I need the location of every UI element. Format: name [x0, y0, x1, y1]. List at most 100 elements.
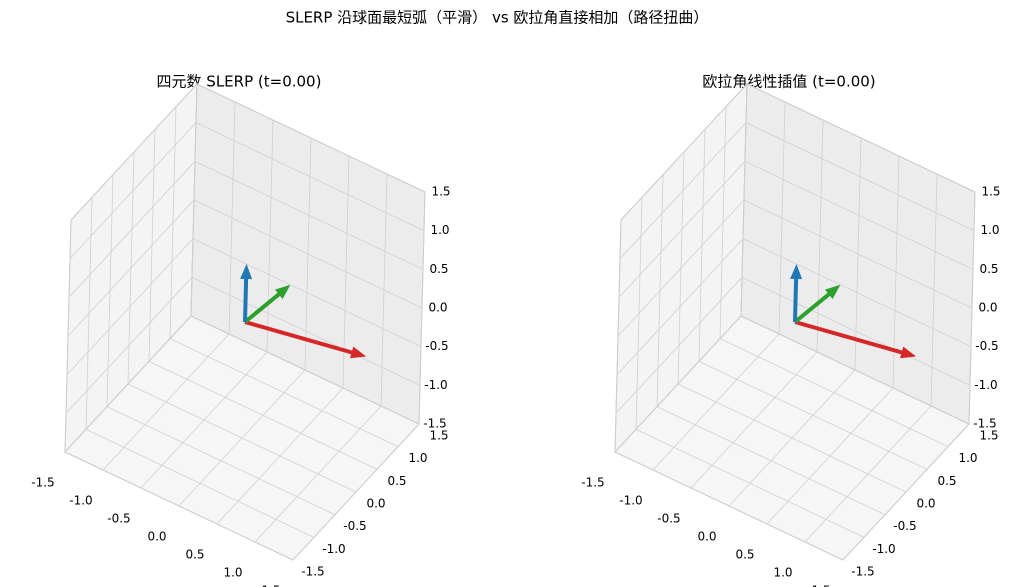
grid-line [70, 83, 198, 221]
grid-line [617, 199, 745, 337]
grid-line [191, 276, 421, 386]
z-tick-label: 0.5 [429, 262, 448, 276]
grid-line [616, 238, 744, 375]
x-tick-label: 1.0 [223, 566, 242, 580]
grid-line [64, 315, 192, 453]
grid-line [743, 199, 973, 309]
grid-line [65, 277, 193, 414]
y-tick-label: -1.0 [322, 542, 345, 556]
grid-line [698, 360, 928, 470]
z-tick-label: 1.5 [981, 185, 1000, 199]
y-tick-label: -1.0 [872, 542, 895, 556]
grid-line [68, 161, 196, 298]
grid-line [192, 238, 422, 348]
y-tick-label: -0.5 [893, 519, 916, 533]
grid-line [719, 338, 949, 448]
x-tick-label: 0.0 [147, 530, 166, 544]
x-tick-label: -1.0 [69, 494, 92, 508]
z-tick-label: -1.0 [424, 378, 447, 392]
grid-line [127, 383, 357, 493]
grid-line [741, 276, 971, 386]
y-tick-label: 1.0 [958, 451, 977, 465]
arrow-head [240, 264, 253, 280]
z-tick-label: -0.5 [975, 339, 998, 353]
y-tick-label: 0.5 [937, 474, 956, 488]
grid-line [677, 383, 907, 493]
arrow-head [274, 284, 291, 299]
z-tick-label: 0.5 [979, 262, 998, 276]
z-tick-label: 0.0 [428, 301, 447, 315]
grid-line [614, 451, 844, 561]
grid-line [67, 199, 195, 337]
arrow-head [900, 346, 917, 359]
grid-line [194, 160, 424, 270]
y-tick-label: -1.5 [301, 565, 324, 579]
y-tick-label: 0.0 [366, 497, 385, 511]
x-tick-label: 1.5 [811, 584, 830, 587]
grid-line [106, 406, 336, 516]
x-tick-label: 0.5 [185, 548, 204, 562]
grid-line [614, 315, 742, 453]
subplot: 欧拉角线性插值 (t=0.00)-1.5-1.0-0.50.00.51.01.5… [581, 73, 1000, 587]
z-tick-label: -0.5 [425, 339, 448, 353]
x-tick-label: 1.0 [773, 566, 792, 580]
y-tick-label: 1.0 [408, 451, 427, 465]
grid-line [66, 238, 194, 375]
grid-line [196, 83, 426, 193]
grid-line [619, 122, 747, 259]
subplot-title: 欧拉角线性插值 (t=0.00) [702, 73, 875, 91]
grid-line [169, 338, 399, 448]
grid-line [656, 406, 886, 516]
arrow-shaft [793, 290, 833, 324]
z-tick-label: -1.5 [423, 417, 446, 431]
grid-line [745, 122, 975, 232]
grid-line [635, 428, 865, 538]
z-tick-label: 1.0 [980, 223, 999, 237]
x-tick-label: -1.0 [619, 494, 642, 508]
x-tick-label: 0.0 [697, 530, 716, 544]
y-tick-label: -0.5 [343, 519, 366, 533]
x-tick-label: -0.5 [107, 512, 130, 526]
grid-line [742, 238, 972, 348]
grid-line [744, 160, 974, 270]
subplot: 四元数 SLERP (t=0.00)-1.5-1.0-0.50.00.51.01… [31, 73, 450, 587]
x-tick-label: 0.5 [735, 548, 754, 562]
grid-line [148, 360, 378, 470]
arrow-shaft [243, 290, 283, 324]
x-tick-label: -1.5 [31, 476, 54, 490]
arrow-head [350, 346, 367, 359]
y-tick-label: -1.5 [851, 565, 874, 579]
z-tick-label: 1.0 [430, 223, 449, 237]
z-tick-label: 1.5 [431, 185, 450, 199]
arrow-shaft [243, 275, 249, 323]
arrow-shaft [793, 275, 799, 323]
y-tick-label: 1.5 [429, 429, 448, 443]
grid-line [195, 122, 425, 232]
arrow-shaft [244, 320, 356, 356]
z-tick-label: -1.5 [973, 417, 996, 431]
grid-line [69, 122, 197, 259]
grid-line [190, 315, 420, 425]
y-tick-label: 1.5 [979, 429, 998, 443]
arrow-shaft [794, 320, 906, 356]
grid-line [620, 83, 748, 221]
subplot-title: 四元数 SLERP (t=0.00) [157, 73, 322, 91]
z-tick-label: 0.0 [978, 301, 997, 315]
x-tick-label: 1.5 [261, 584, 280, 587]
figure-title: SLERP 沿球面最短弧（平滑） vs 欧拉角直接相加（路径扭曲） [286, 9, 709, 27]
grid-line [618, 161, 746, 298]
arrow-head [824, 284, 841, 299]
grid-line [193, 199, 423, 309]
x-tick-label: -1.5 [581, 476, 604, 490]
grid-line [615, 277, 743, 414]
x-tick-label: -0.5 [657, 512, 680, 526]
arrow-head [790, 264, 803, 280]
grid-line [64, 451, 294, 561]
grid-line [740, 315, 970, 425]
grid-line [746, 83, 976, 193]
grid-line [85, 428, 315, 538]
z-tick-label: -1.0 [974, 378, 997, 392]
y-tick-label: 0.5 [387, 474, 406, 488]
y-tick-label: 0.0 [916, 497, 935, 511]
